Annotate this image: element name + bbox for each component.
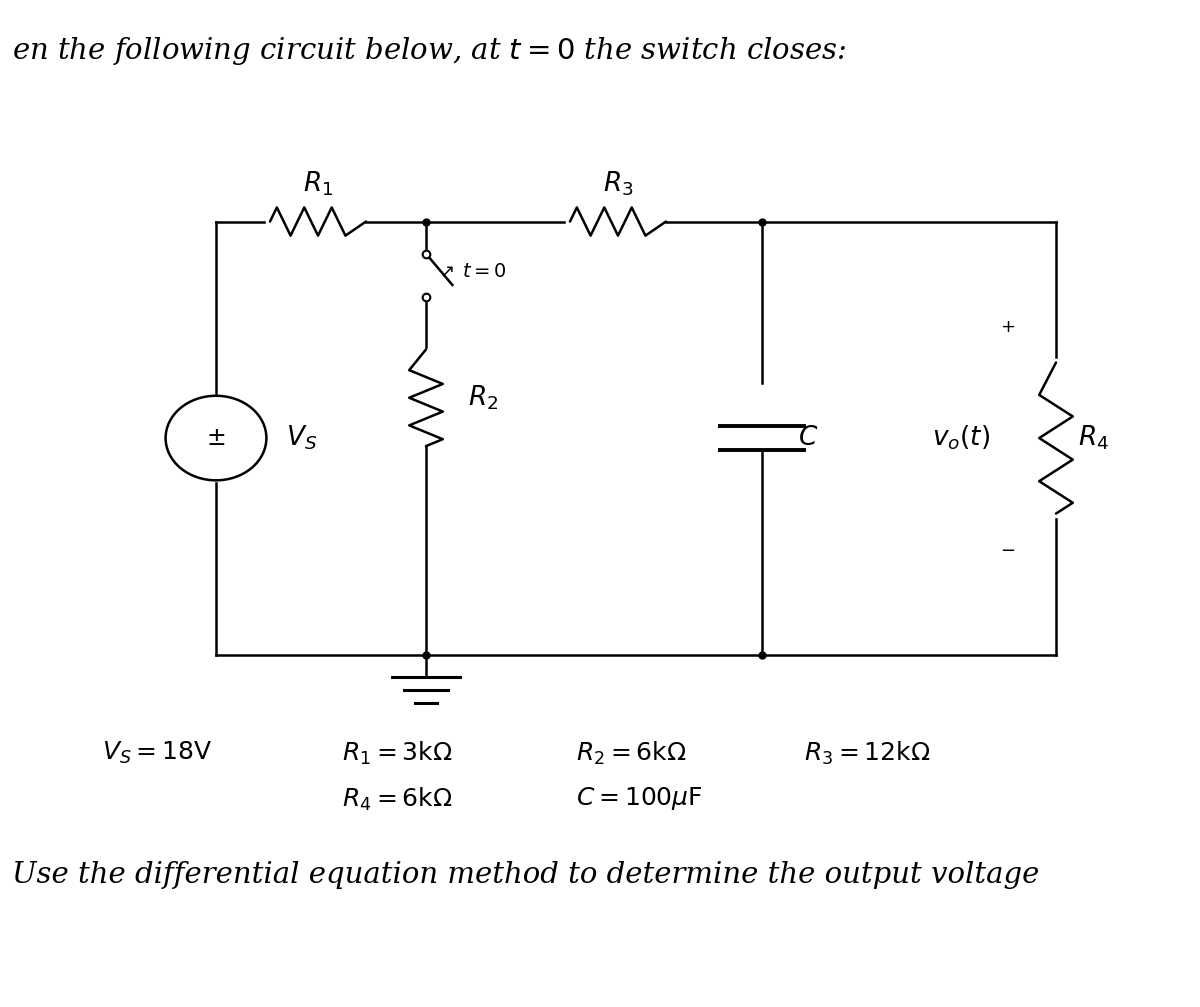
- Text: Use the differential equation method to determine the output voltage: Use the differential equation method to …: [12, 861, 1039, 889]
- Text: $v_o(t)$: $v_o(t)$: [931, 424, 990, 452]
- Text: $C$: $C$: [798, 425, 818, 451]
- Text: $R_4$: $R_4$: [1078, 424, 1109, 452]
- Text: en the following circuit below, at $t = 0$ the switch closes:: en the following circuit below, at $t = …: [12, 35, 846, 67]
- Text: $\pm$: $\pm$: [206, 426, 226, 450]
- Text: $V_S = 18\mathrm{V}$: $V_S = 18\mathrm{V}$: [102, 740, 212, 766]
- Text: $R_2 = 6\mathrm{k}\Omega$: $R_2 = 6\mathrm{k}\Omega$: [576, 740, 686, 767]
- Text: $t{=}0$: $t{=}0$: [462, 262, 506, 281]
- Text: $R_2$: $R_2$: [468, 384, 498, 412]
- Text: $-$: $-$: [1001, 540, 1015, 558]
- Text: $R_3 = 12\mathrm{k}\Omega$: $R_3 = 12\mathrm{k}\Omega$: [804, 740, 930, 767]
- Text: $R_1$: $R_1$: [302, 169, 334, 197]
- Text: $V_S$: $V_S$: [286, 424, 317, 452]
- Text: $+$: $+$: [1001, 318, 1015, 336]
- Text: $R_3$: $R_3$: [602, 169, 634, 197]
- Text: $R_1 = 3\mathrm{k}\Omega$: $R_1 = 3\mathrm{k}\Omega$: [342, 740, 452, 767]
- Text: $C = 100\mu\mathrm{F}$: $C = 100\mu\mathrm{F}$: [576, 785, 703, 813]
- Text: $\nearrow$: $\nearrow$: [436, 264, 454, 282]
- Text: $R_4 = 6\mathrm{k}\Omega$: $R_4 = 6\mathrm{k}\Omega$: [342, 785, 452, 813]
